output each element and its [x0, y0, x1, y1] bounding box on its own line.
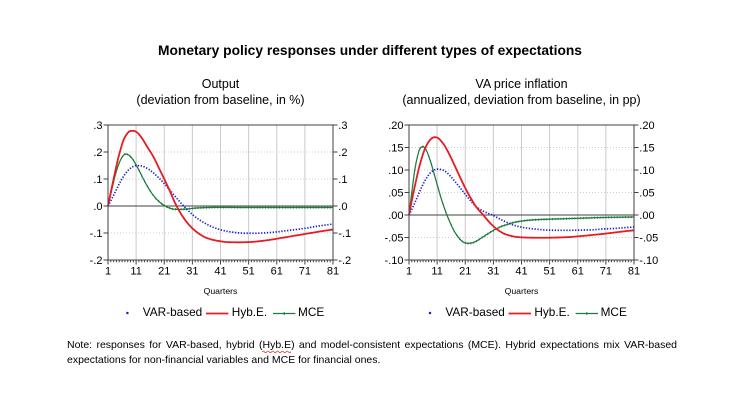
svg-text:.05: .05 — [388, 188, 403, 200]
svg-text:51: 51 — [242, 266, 254, 278]
svg-text:61: 61 — [271, 266, 283, 278]
svg-text:61: 61 — [572, 266, 584, 278]
svg-text:.20: .20 — [639, 120, 654, 132]
svg-text:.2: .2 — [93, 147, 102, 159]
svg-text:Quarters: Quarters — [505, 286, 539, 296]
svg-text:MCE: MCE — [601, 305, 627, 319]
svg-text:.3: .3 — [338, 120, 347, 132]
svg-text:VAR-based: VAR-based — [445, 305, 504, 319]
svg-text:-.05: -.05 — [639, 233, 658, 245]
svg-text:.2: .2 — [338, 147, 347, 159]
svg-text:-.1: -.1 — [90, 228, 103, 240]
svg-text:81: 81 — [327, 266, 339, 278]
svg-text:-.2: -.2 — [90, 255, 103, 267]
svg-text:41: 41 — [515, 266, 527, 278]
svg-text:-.1: -.1 — [338, 228, 351, 240]
svg-text:31: 31 — [186, 266, 198, 278]
svg-text:11: 11 — [431, 266, 442, 278]
svg-text:.1: .1 — [93, 174, 102, 186]
svg-text:-.10: -.10 — [385, 255, 404, 267]
svg-text:.0: .0 — [338, 201, 347, 213]
svg-text:1: 1 — [105, 266, 111, 278]
svg-text:.00: .00 — [388, 210, 403, 222]
svg-text:.05: .05 — [639, 188, 654, 200]
svg-text:.0: .0 — [93, 201, 102, 213]
svg-text:81: 81 — [628, 266, 640, 278]
svg-text:.10: .10 — [388, 165, 403, 177]
svg-text:.10: .10 — [639, 165, 654, 177]
svg-text:11: 11 — [130, 266, 141, 278]
svg-text:51: 51 — [543, 266, 555, 278]
svg-text:MCE: MCE — [298, 305, 324, 319]
svg-text:21: 21 — [158, 266, 170, 278]
svg-text:31: 31 — [487, 266, 499, 278]
svg-text:71: 71 — [299, 266, 311, 278]
svg-text:.3: .3 — [93, 120, 102, 132]
svg-text:21: 21 — [459, 266, 471, 278]
svg-text:-.2: -.2 — [338, 255, 351, 267]
svg-text:1: 1 — [406, 266, 412, 278]
svg-text:.20: .20 — [388, 120, 403, 132]
svg-text:.00: .00 — [639, 210, 654, 222]
svg-text:71: 71 — [600, 266, 612, 278]
svg-text:Hyb.E.: Hyb.E. — [232, 305, 267, 319]
svg-text:-.05: -.05 — [385, 233, 404, 245]
svg-text:VAR-based: VAR-based — [143, 305, 202, 319]
svg-text:41: 41 — [214, 266, 226, 278]
svg-text:.15: .15 — [388, 143, 403, 155]
svg-text:Hyb.E.: Hyb.E. — [534, 305, 569, 319]
svg-text:.1: .1 — [338, 174, 347, 186]
svg-text:-.10: -.10 — [639, 255, 658, 267]
svg-text:Quarters: Quarters — [204, 286, 238, 296]
svg-text:.15: .15 — [639, 143, 654, 155]
